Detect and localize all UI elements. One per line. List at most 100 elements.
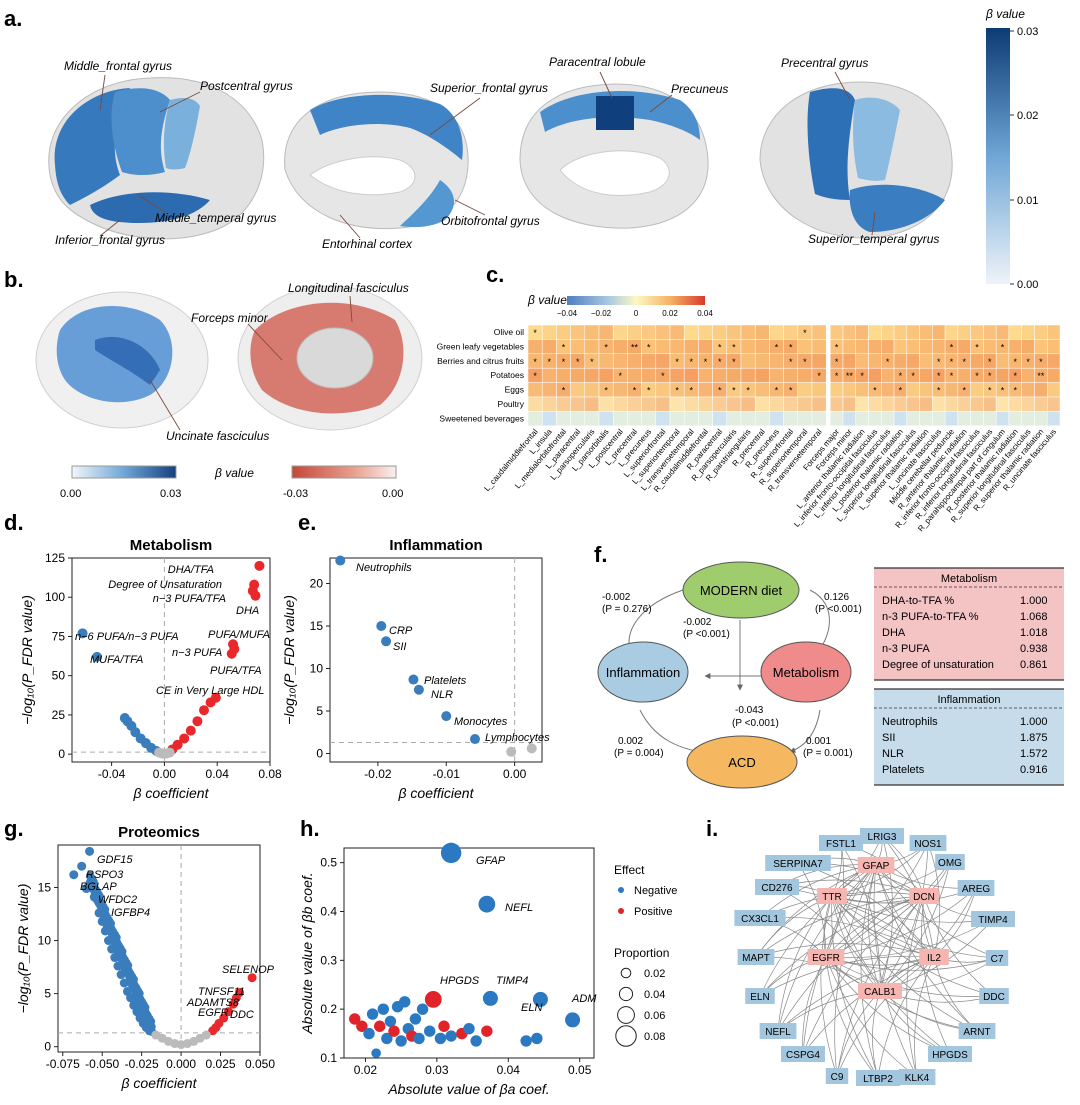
- heatmap-cell: [829, 396, 844, 412]
- table-row-value: 1.000: [1020, 716, 1048, 728]
- node-inflammation-label: Inflammation: [606, 665, 680, 680]
- network-edge: [825, 956, 995, 997]
- network-node-label: FSTL1: [826, 839, 856, 850]
- point-label: CRP: [389, 625, 413, 637]
- heatmap-cell: [811, 353, 827, 369]
- network-edge: [860, 864, 879, 1079]
- heatmap-cell: [881, 367, 895, 383]
- heatmap-cell: [932, 396, 946, 412]
- medial-brain-right: [519, 83, 709, 229]
- y-tick: 20: [310, 577, 324, 591]
- data-point-positive: [208, 1026, 218, 1036]
- significance-star: *: [533, 371, 537, 381]
- data-point-negative: [413, 684, 424, 695]
- y-tick: 15: [310, 619, 324, 633]
- heatmap-cell: [740, 396, 756, 412]
- heatmap-cell: [612, 353, 628, 369]
- data-point-negative: [94, 908, 104, 918]
- significance-star: *: [604, 386, 608, 396]
- heatmap-cell: [829, 382, 844, 398]
- network-edge: [825, 864, 877, 958]
- panel-g: g. Proteomics -0.075 -0.050 -0.025 0.000 0.025…: [4, 816, 275, 1091]
- heatmap-cell: [641, 324, 657, 340]
- heatmap-cell: [612, 396, 628, 412]
- heatmap-cell: [855, 324, 869, 340]
- significance-star: *: [803, 357, 807, 367]
- significance-star: **: [846, 371, 854, 381]
- significance-star: *: [1014, 386, 1018, 396]
- heatmap-cell: [570, 396, 586, 412]
- data-point-positive: [388, 1025, 400, 1037]
- node-acd: [686, 735, 798, 789]
- heatmap-cell: [527, 339, 543, 355]
- heatmap-cell: [683, 324, 699, 340]
- network-edge: [825, 887, 977, 958]
- heatmap-cell: [1034, 411, 1048, 427]
- heatmap-cell: [541, 339, 557, 355]
- table-row-name: NLR: [882, 748, 904, 760]
- heatmap-cell: [541, 411, 557, 427]
- heatmap-cell: [906, 324, 920, 340]
- network-edge: [879, 887, 977, 992]
- point-label: SELENOP: [222, 964, 275, 976]
- point-label: MUFA/TFA: [90, 654, 143, 666]
- x-tick: 0.05: [568, 1063, 592, 1077]
- heatmap-cell: [698, 396, 713, 412]
- data-point-positive: [374, 1020, 386, 1032]
- point-label: TIMP4: [496, 975, 528, 987]
- significance-star: *: [718, 357, 722, 367]
- heatmap-cell: [783, 324, 799, 340]
- colorbar-gradient: [986, 28, 1010, 284]
- data-point-negative: [413, 1032, 425, 1045]
- heatmap-cell: [829, 324, 844, 340]
- heatmap-cell: [726, 367, 742, 383]
- point-label: Degree of Unsaturation: [108, 579, 222, 591]
- significance-star: *: [732, 342, 736, 352]
- point-label: DHA: [236, 605, 259, 617]
- region-label: Precentral gyrus: [781, 56, 868, 70]
- network-node: [759, 1023, 797, 1039]
- network-node: [819, 835, 863, 851]
- panel-label-d: d.: [4, 510, 24, 535]
- table-row-value: 0.861: [1020, 659, 1048, 671]
- network-node: [858, 983, 902, 999]
- plot-title: Metabolism: [130, 537, 213, 554]
- network-node: [957, 880, 995, 896]
- heatmap-row-label: Green leafy vegetables: [437, 341, 524, 351]
- heatmap-cell: [556, 324, 571, 340]
- data-point-negative: [469, 734, 480, 745]
- significance-star: *: [937, 371, 941, 381]
- data-point-positive: [424, 990, 442, 1008]
- network-node-label: CX3CL1: [741, 914, 779, 925]
- data-point-negative: [445, 1030, 457, 1042]
- brain-region-labels: Middle_frontal gyrus Postcentral gyrus Mid…: [55, 55, 939, 251]
- path-coefficient: -0.043: [735, 705, 764, 716]
- significance-star: *: [619, 371, 623, 381]
- heatmap-cell: [970, 382, 984, 398]
- data-point-negative: [384, 1015, 397, 1028]
- heatmap-cell: [726, 411, 742, 427]
- data-point-negative: [381, 1032, 393, 1045]
- heatmap-cell: [811, 339, 827, 355]
- heatmap-cell: [598, 396, 614, 412]
- heatmap-cell: [855, 339, 869, 355]
- heatmap-cell: [906, 353, 920, 369]
- tick: 0.00: [60, 488, 81, 500]
- table-row-value: 1.875: [1020, 732, 1048, 744]
- significance-star: *: [647, 386, 651, 396]
- significance-star: *: [962, 357, 966, 367]
- red-colorbar: [291, 465, 397, 479]
- data-point-positive: [192, 716, 203, 727]
- heatmap-cell: [868, 396, 882, 412]
- panel-label-b: b.: [4, 267, 24, 292]
- data-point-positive: [185, 725, 196, 736]
- heatmap-cell: [944, 396, 959, 412]
- heatmap-cell: [584, 382, 600, 398]
- heatmap-cell: [612, 382, 628, 398]
- x-tick: -0.075: [46, 1057, 80, 1071]
- heatmap-cell: [598, 367, 614, 383]
- data-point-negative: [366, 1008, 379, 1020]
- y-tick: 25: [52, 708, 66, 722]
- table-row-value: 1.572: [1020, 748, 1048, 760]
- point-label: Platelets: [424, 675, 467, 687]
